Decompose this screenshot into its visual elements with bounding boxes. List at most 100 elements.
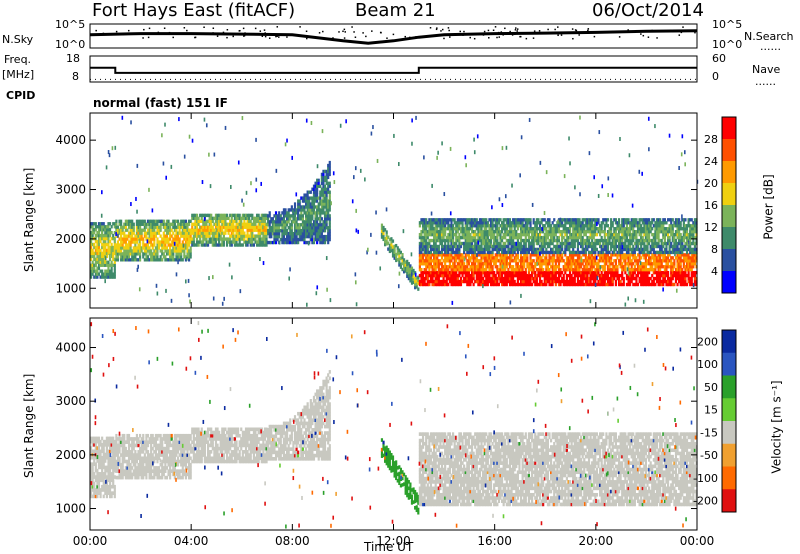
power-cell [240,231,243,235]
power-cell [470,270,474,275]
power-cell [531,268,534,272]
power-cell [619,259,622,263]
power-cell [616,224,619,228]
power-cell [572,230,575,234]
power-cell [281,226,284,230]
power-cell [97,251,101,256]
power-cell [249,213,252,218]
power-cell [447,218,450,222]
power-cell [210,216,213,221]
power-cell [644,276,648,281]
power-cell [553,276,556,281]
power-cell [151,258,154,262]
power-cell [456,235,459,240]
power-cell [206,225,210,229]
power-cell [225,225,229,229]
power-cell [507,270,510,275]
power-cell [580,238,583,243]
power-cell [132,249,135,253]
power-cell [546,273,550,278]
power-cell [627,253,630,257]
power-cell [199,231,202,235]
power-cell [281,237,284,242]
power-cell [137,234,140,238]
power-cell [274,220,278,224]
power-cell [433,253,436,257]
power-cell [466,218,469,222]
nsearch-point [278,36,280,38]
power-cell [429,250,433,255]
power-cell [606,256,610,260]
power-cell [617,259,621,263]
power-cell [570,273,573,278]
power-cell [219,216,222,221]
nsearch-point [651,29,653,32]
power-cell [306,220,309,224]
power-cell [679,268,682,272]
power-cell [524,279,527,284]
power-cell [303,220,306,224]
power-cell [627,273,630,278]
power-cell [477,262,480,266]
power-cell [110,275,113,279]
power-cell [684,276,687,281]
power-cell [532,247,535,252]
power-cell [600,235,603,240]
power-cell [388,246,391,251]
power-cell [508,282,512,287]
power-cell [561,238,564,243]
power-cell [425,232,428,237]
power-cell [488,241,491,246]
power-cell [167,252,170,256]
power-cell [105,225,108,229]
power-cell [154,249,157,253]
power-cell [142,237,145,241]
power-cell [156,228,159,232]
power-cell [480,244,483,249]
power-cell [105,228,108,232]
power-cell [496,270,499,275]
power-cell [301,231,304,236]
power-cell [519,276,523,281]
power-cell [434,227,437,231]
power-cell [482,276,485,281]
power-cell [485,227,488,231]
power-cell [561,279,564,284]
power-cell [278,220,281,224]
power-cell [455,247,458,252]
power-cell [521,268,524,272]
power-cell [531,227,534,231]
power-cell [646,279,649,284]
power-cell [632,268,635,272]
power-cell [97,254,101,259]
power-cell [140,237,143,241]
power-cell [640,273,643,278]
power-cell [523,241,526,246]
power-cell [102,272,105,276]
power-cell [390,246,393,250]
power-cell [475,270,478,275]
power-cell [472,273,475,278]
power-cell [99,239,102,244]
power-cell [461,268,464,272]
power-cell [327,214,330,218]
power-cell [567,244,570,249]
power-cell [123,258,126,262]
power-cell [641,270,644,275]
power-cell [175,231,178,235]
power-cell [559,256,562,260]
power-cell [622,244,625,249]
power-cell [154,234,157,238]
power-cell [690,262,693,266]
power-cell [464,268,467,272]
power-cell [586,262,589,266]
power-cell [564,253,567,257]
power-cell [453,218,456,222]
power-cell [308,205,311,209]
power-cell [458,218,461,222]
power-cell [206,240,210,244]
power-cell [575,253,578,257]
power-cell [415,285,418,289]
freq-unit-label: [MHz] [2,68,35,81]
power-cell [306,208,309,212]
